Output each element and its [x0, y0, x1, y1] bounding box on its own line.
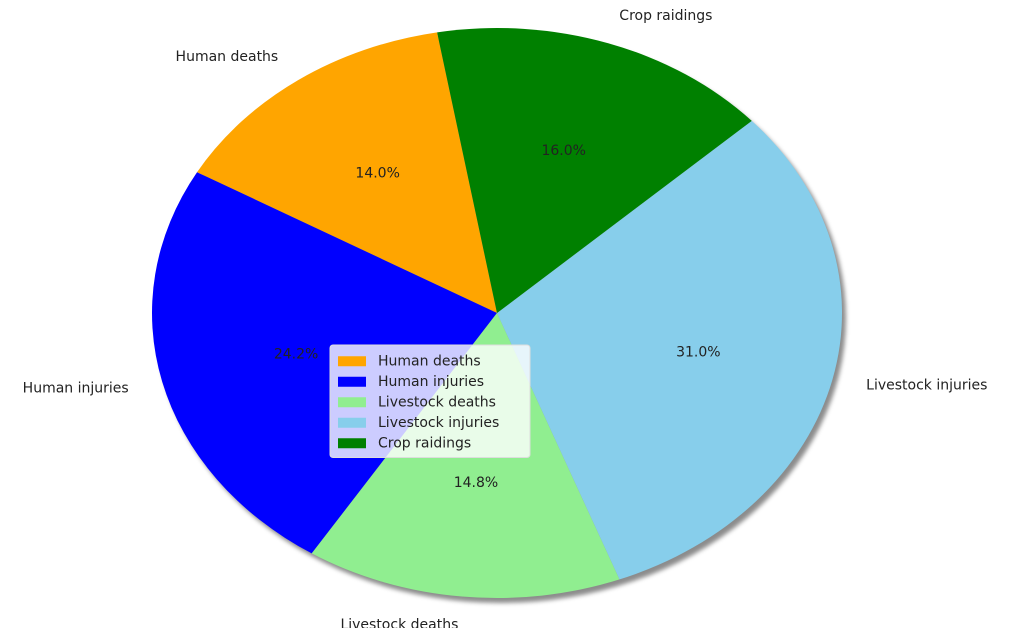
- legend: Human deaths Human injuries Livestock deat…: [329, 344, 531, 458]
- percent-label: 31.0%: [676, 345, 720, 361]
- slice-label: Human deaths: [176, 49, 279, 65]
- legend-label: Livestock deaths: [378, 394, 496, 410]
- slice-label: Crop raidings: [619, 8, 712, 24]
- legend-label: Livestock injuries: [378, 415, 499, 431]
- pie-slice: [497, 120, 842, 580]
- legend-label: Crop raidings: [378, 435, 471, 451]
- labels: Human deaths 14.0% Human injuries 24.2% Live…: [23, 8, 988, 628]
- legend-label: Human injuries: [378, 374, 484, 390]
- legend-swatch: [338, 397, 366, 408]
- percent-label: 24.2%: [274, 346, 318, 362]
- legend-swatch: [338, 417, 366, 428]
- percent-label: 14.8%: [454, 475, 498, 491]
- slice-label: Livestock injuries: [866, 378, 987, 394]
- legend-label: Human deaths: [378, 353, 481, 369]
- percent-label: 14.0%: [355, 165, 399, 181]
- legend-swatch: [338, 356, 366, 367]
- slice-label: Human injuries: [23, 381, 129, 397]
- percent-label: 16.0%: [541, 143, 585, 159]
- slice-label: Livestock deaths: [340, 617, 458, 628]
- pie-slice: [151, 172, 497, 554]
- legend-swatch: [338, 376, 366, 387]
- pie-slice: [197, 32, 498, 313]
- pie: [151, 28, 842, 598]
- legend-swatch: [338, 438, 366, 449]
- pie-slice: [437, 28, 752, 313]
- legend-box: [329, 344, 531, 458]
